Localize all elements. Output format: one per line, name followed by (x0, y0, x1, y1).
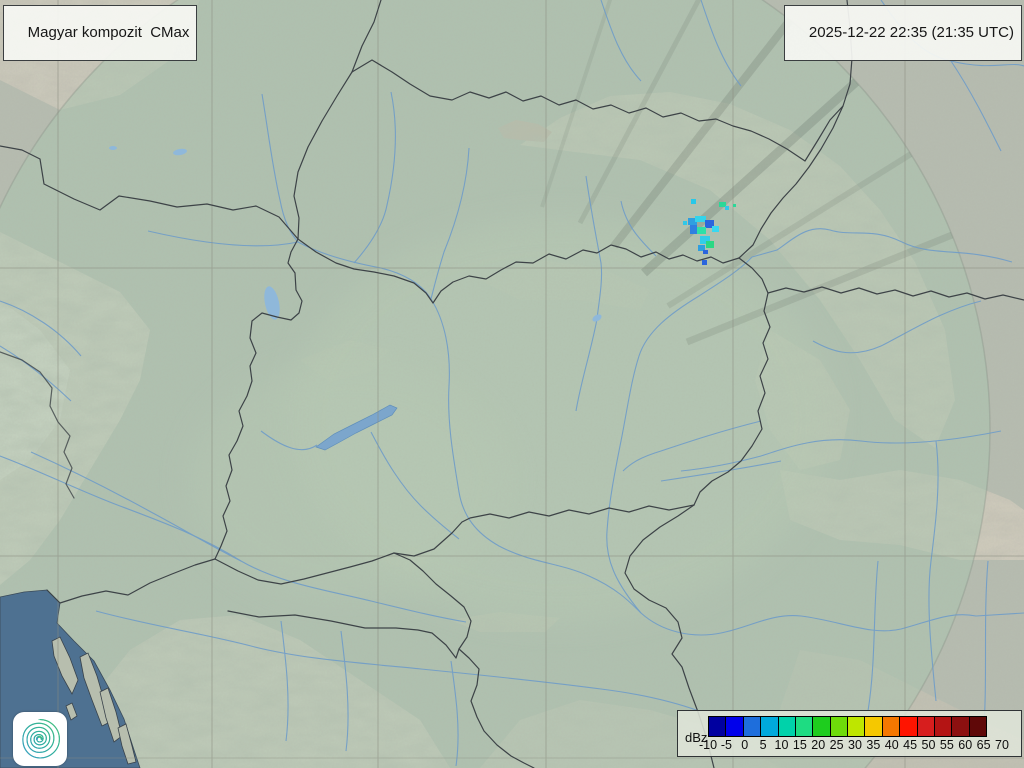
met-spiral-logo (13, 712, 67, 766)
lakes (109, 146, 602, 451)
radar-echo-pixel (719, 202, 726, 207)
legend-tick-label: 50 (921, 738, 936, 752)
river-tisza (606, 256, 753, 614)
lake-balaton (315, 404, 398, 451)
radar-echo-pixel (733, 204, 736, 207)
legend-color-cell (968, 716, 987, 737)
radar-echo-pixel (691, 199, 696, 204)
radar-echo-pixel (705, 220, 714, 228)
legend-tick-label: 65 (976, 738, 991, 752)
legend-tick-label: 0 (741, 738, 749, 752)
river-sava (95, 610, 700, 712)
legend-color-cell (951, 716, 970, 737)
radar-echo-pixel (700, 236, 710, 244)
legend-tick-label: 35 (866, 738, 881, 752)
legend-color-cell (742, 716, 762, 737)
lake-tisza (592, 314, 602, 322)
legend-color-cell (864, 716, 883, 737)
radar-echo-pixel (683, 221, 687, 225)
radar-echo-pixel (698, 245, 705, 251)
product-label-badge: Magyar kompozit CMax (3, 5, 198, 61)
legend-color-cell (725, 716, 744, 737)
legend-tick-label: 70 (995, 738, 1009, 752)
spiral-icon (19, 716, 63, 762)
legend-color-cell (829, 716, 848, 737)
river-danube (147, 230, 1024, 636)
legend-color-cell (847, 716, 866, 737)
dbz-legend: dBz -10 -5 0 5 10 15 20 25 30 35 40 45 50 55 60 65 70 (677, 710, 1022, 757)
radar-echo-pixel (688, 218, 697, 225)
legend-color-cell (916, 716, 935, 737)
product-label: Magyar kompozit CMax (27, 24, 190, 41)
radar-echo-pixel (690, 225, 697, 234)
legend-unit-label: dBz (685, 730, 708, 745)
radar-echo-pixel (703, 250, 708, 254)
radar-echo-pixel (712, 226, 719, 232)
legend-tick-label: -5 (720, 738, 732, 752)
legend-tick-label: 45 (903, 738, 918, 752)
legend-tick-label: 40 (884, 738, 899, 752)
radar-echoes (683, 199, 736, 265)
lake-neusiedl (264, 286, 280, 320)
radar-echo-pixel (702, 260, 707, 265)
timestamp-badge: 2025-12-22 22:35 (21:35 UTC) (784, 5, 1022, 61)
radar-echo-pixel (706, 241, 714, 248)
legend-color-cell (812, 716, 831, 737)
legend-color-cell (899, 716, 918, 737)
legend-color-cell (777, 716, 796, 737)
legend-tick-label: 10 (774, 738, 789, 752)
legend-color-cell (708, 716, 727, 737)
legend-color-cell (760, 716, 779, 737)
timestamp-label: 2025-12-22 22:35 (21:35 UTC) (808, 24, 1014, 41)
radar-echo-pixel (697, 227, 706, 234)
legend-color-cell (794, 716, 814, 737)
adriatic-islands (51, 636, 137, 765)
legend-color-cells (708, 716, 987, 737)
radar-beam-spokes (540, 0, 954, 346)
legend-color-cell (881, 716, 901, 737)
legend-tick-label: 20 (811, 738, 826, 752)
legend-tick-label: 30 (848, 738, 862, 752)
radar-echo-pixel (695, 216, 706, 222)
legend-tick-label: 60 (958, 738, 973, 752)
radar-echo-pixel (725, 206, 729, 210)
legend-tick-label: 55 (939, 738, 954, 752)
legend-tick-label: 25 (829, 738, 844, 752)
legend-tick-label: 15 (792, 738, 807, 752)
legend-tick-label: -10 (698, 738, 718, 752)
legend-tick-label: 5 (759, 738, 767, 752)
legend-color-cell (933, 716, 953, 737)
